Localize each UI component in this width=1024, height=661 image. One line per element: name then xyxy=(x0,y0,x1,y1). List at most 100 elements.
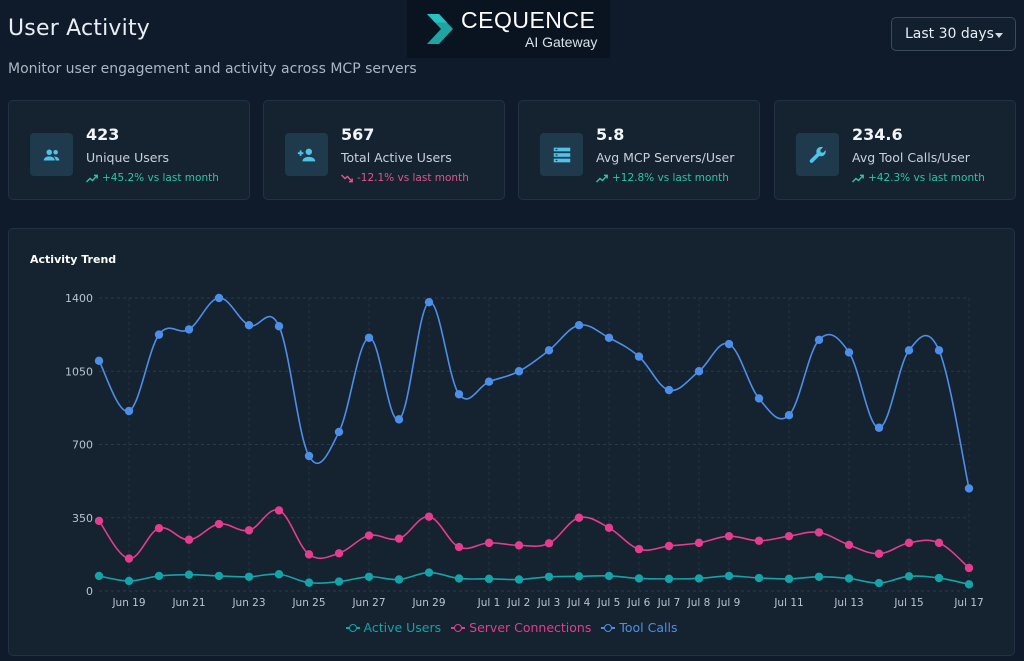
data-point-server-connections xyxy=(184,535,194,544)
y-tick-label: 1400 xyxy=(65,292,93,305)
x-tick-label: Jul 13 xyxy=(833,597,863,609)
stat-change-text: +12.8% vs last month xyxy=(612,172,729,184)
stat-label: Avg MCP Servers/User xyxy=(596,150,735,165)
data-point-server-connections xyxy=(784,531,794,541)
data-point-tool-calls xyxy=(484,377,494,386)
data-point-active-users xyxy=(484,574,494,584)
stat-card-avg-mcp-servers: 5.8 Avg MCP Servers/User +12.8% vs last … xyxy=(518,100,760,200)
legend-item-server-connections[interactable]: Server Connections xyxy=(451,620,591,635)
stat-card-total-active-users: 567 Total Active Users -12.1% vs last mo… xyxy=(263,100,505,200)
cequence-logo-icon xyxy=(427,14,453,44)
data-point-active-users xyxy=(214,571,224,581)
data-point-server-connections xyxy=(244,526,254,535)
stat-card-unique-users: 423 Unique Users +45.2% vs last month xyxy=(8,100,250,200)
data-point-tool-calls xyxy=(784,411,794,420)
x-tick-label: Jun 21 xyxy=(171,597,205,609)
data-point-server-connections xyxy=(724,531,734,541)
stat-change-text: +42.3% vs last month xyxy=(868,172,985,184)
legend-marker-icon xyxy=(451,623,466,632)
data-point-tool-calls xyxy=(364,333,374,342)
stat-change: +12.8% vs last month xyxy=(596,172,729,184)
data-point-active-users xyxy=(454,574,464,583)
data-point-tool-calls xyxy=(94,356,104,365)
data-point-tool-calls xyxy=(424,297,434,307)
data-point-tool-calls xyxy=(814,335,824,345)
data-point-tool-calls xyxy=(934,346,944,355)
data-point-tool-calls xyxy=(964,484,974,493)
data-point-server-connections xyxy=(604,523,614,532)
legend-item-active-users[interactable]: Active Users xyxy=(345,620,441,635)
data-point-server-connections xyxy=(364,531,374,540)
x-tick-label: Jul 9 xyxy=(717,597,741,609)
data-point-tool-calls xyxy=(904,346,914,355)
data-point-tool-calls xyxy=(214,293,224,303)
data-point-server-connections xyxy=(904,538,914,548)
y-tick-label: 700 xyxy=(72,439,93,452)
data-point-server-connections xyxy=(454,542,464,552)
data-point-active-users xyxy=(94,571,104,581)
stat-change: +45.2% vs last month xyxy=(86,172,219,184)
date-range-select[interactable]: Last 30 days xyxy=(891,17,1016,51)
data-point-server-connections xyxy=(394,534,404,543)
x-tick-label: Jun 25 xyxy=(291,597,325,609)
logo-name: CEQUENCE xyxy=(461,7,596,33)
x-tick-label: Jul 8 xyxy=(687,597,711,609)
x-tick-label: Jul 17 xyxy=(953,597,983,609)
x-tick-label: Jul 4 xyxy=(567,597,591,609)
server-list-icon xyxy=(540,133,583,176)
data-point-tool-calls xyxy=(334,427,344,437)
data-point-server-connections xyxy=(274,506,284,515)
data-point-server-connections xyxy=(334,549,344,558)
data-point-server-connections xyxy=(544,539,554,548)
caret-down-icon xyxy=(995,33,1003,38)
wrench-icon xyxy=(796,133,839,176)
activity-trend-chart: 0 350 700 1050 1400 Jun 19 Jun 21 Jun 23 Jun 25 J… xyxy=(65,292,984,609)
data-point-tool-calls xyxy=(694,367,704,376)
data-point-server-connections xyxy=(214,519,224,529)
trend-up-icon xyxy=(596,174,608,182)
series-line-tool-calls xyxy=(98,297,970,489)
data-point-tool-calls xyxy=(124,406,134,416)
legend-label: Server Connections xyxy=(469,620,592,635)
x-tick-label: Jun 19 xyxy=(111,597,145,609)
stat-change: -12.1% vs last month xyxy=(341,172,469,184)
x-tick-label: Jul 15 xyxy=(893,597,923,609)
data-point-active-users xyxy=(964,580,974,589)
data-point-tool-calls xyxy=(394,415,404,424)
data-point-tool-calls xyxy=(274,322,284,331)
stat-value: 5.8 xyxy=(596,125,625,144)
data-point-tool-calls xyxy=(304,451,314,461)
data-point-server-connections xyxy=(754,536,764,545)
stat-change: +42.3% vs last month xyxy=(852,172,985,184)
data-point-active-users xyxy=(784,574,794,584)
x-tick-label: Jun 29 xyxy=(411,597,445,609)
data-point-server-connections xyxy=(94,516,104,526)
data-point-active-users xyxy=(304,578,314,587)
data-point-active-users xyxy=(334,577,344,586)
data-point-active-users xyxy=(364,572,374,581)
data-point-server-connections xyxy=(124,554,134,563)
data-point-active-users xyxy=(544,572,554,581)
data-point-active-users xyxy=(694,574,704,583)
x-tick-label: Jul 1 xyxy=(477,597,501,609)
data-point-active-users xyxy=(604,571,614,581)
data-point-active-users xyxy=(874,578,884,588)
y-tick-label: 350 xyxy=(72,512,93,525)
data-point-server-connections xyxy=(874,549,884,558)
data-point-tool-calls xyxy=(514,367,524,376)
data-point-server-connections xyxy=(634,544,644,554)
data-point-server-connections xyxy=(814,528,824,537)
legend-item-tool-calls[interactable]: Tool Calls xyxy=(601,620,677,635)
data-point-server-connections xyxy=(964,563,974,573)
legend-marker-icon xyxy=(345,623,360,632)
data-point-tool-calls xyxy=(754,394,764,403)
trend-down-icon xyxy=(341,174,353,182)
person-add-icon xyxy=(285,133,328,176)
data-point-server-connections xyxy=(844,540,854,550)
data-point-active-users xyxy=(394,575,404,584)
data-point-tool-calls xyxy=(184,325,194,334)
stat-change-text: +45.2% vs last month xyxy=(102,172,219,184)
page-subtitle: Monitor user engagement and activity acr… xyxy=(8,61,417,77)
data-point-tool-calls xyxy=(454,390,464,399)
data-point-active-users xyxy=(904,572,914,581)
